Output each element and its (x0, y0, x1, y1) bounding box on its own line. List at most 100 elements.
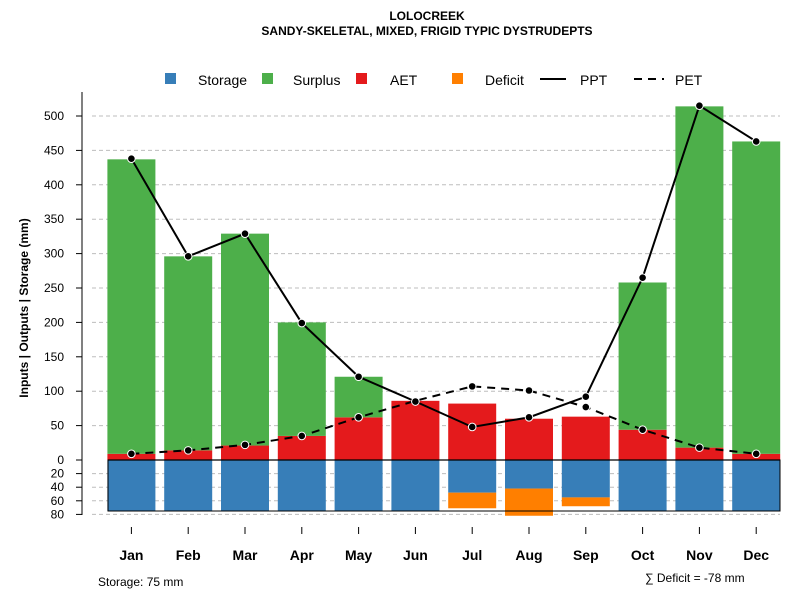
legend-swatch-surplus (262, 73, 273, 84)
legend-label-ppt: PPT (580, 72, 608, 88)
point-pet-nov (695, 443, 704, 452)
bar-storage-jan (107, 460, 156, 511)
point-ppt-aug (524, 413, 534, 422)
x-tick-label-jan: Jan (119, 547, 143, 563)
chart-subtitle: SANDY-SKELETAL, MIXED, FRIGID TYPIC DYST… (261, 24, 592, 38)
y-tick-label: 200 (44, 315, 64, 329)
point-ppt-apr (297, 318, 307, 328)
legend-label-surplus: Surplus (293, 72, 340, 88)
point-ppt-jul (467, 422, 477, 432)
bar-surplus-dec (732, 141, 781, 454)
bar-aet-mar (221, 445, 269, 460)
bar-deficit-jul (448, 492, 497, 509)
bars (107, 106, 781, 516)
bar-surplus-nov (675, 106, 724, 448)
bar-aet-aug (505, 418, 553, 460)
bar-surplus-jan (107, 159, 156, 454)
storage-tick-label: 20 (51, 467, 65, 481)
x-tick-label-mar: Mar (233, 547, 258, 563)
point-pet-apr (297, 431, 307, 441)
bar-surplus-feb (164, 256, 213, 451)
bar-aet-jul (448, 403, 497, 460)
bar-aet-may (334, 417, 383, 460)
y-tick-label: 100 (44, 384, 64, 398)
bar-storage-dec (732, 460, 781, 511)
point-pet-jan (127, 449, 136, 459)
y-tick-label: 450 (44, 143, 64, 157)
line-ppt (130, 104, 757, 429)
y-tick-label: 500 (44, 109, 64, 123)
bar-storage-may (334, 460, 383, 511)
legend-swatch-aet (356, 73, 367, 84)
bar-storage-feb (164, 460, 213, 511)
bar-surplus-mar (221, 233, 269, 446)
x-tick-label-sep: Sep (573, 547, 599, 563)
bar-storage-apr (277, 460, 326, 511)
bar-surplus-oct (618, 282, 667, 430)
x-tick-label-apr: Apr (290, 547, 315, 563)
legend-swatch-storage (165, 73, 176, 84)
x-tick-label-may: May (345, 547, 372, 563)
storage-tick-label: 60 (51, 494, 65, 508)
y-tick-label: 300 (44, 247, 64, 261)
lines (127, 101, 761, 459)
bar-storage-mar (221, 460, 269, 511)
point-pet-aug (524, 386, 534, 395)
legend-label-storage: Storage (198, 72, 247, 88)
x-tick-label-jun: Jun (403, 547, 428, 563)
bar-storage-sep (561, 460, 610, 498)
point-ppt-may (354, 372, 363, 382)
bar-storage-jul (448, 460, 497, 493)
point-pet-sep (581, 402, 591, 412)
point-ppt-nov (695, 101, 704, 110)
point-ppt-dec (751, 137, 761, 146)
point-pet-oct (638, 425, 647, 435)
bar-deficit-aug (505, 488, 553, 516)
y-tick-label: 250 (44, 281, 64, 295)
storage-note: Storage: 75 mm (98, 575, 183, 589)
point-ppt-mar (240, 229, 250, 238)
bar-surplus-apr (277, 322, 326, 436)
point-ppt-jan (127, 154, 136, 163)
deficit-note: ∑ Deficit = -78 mm (645, 571, 745, 585)
y-tick-label: 150 (44, 350, 64, 364)
bar-aet-nov (675, 447, 724, 460)
y-tick-label: 50 (51, 419, 65, 433)
legend-label-pet: PET (675, 72, 703, 88)
bar-aet-oct (618, 429, 667, 460)
chart-title: LOLOCREEK (389, 9, 465, 23)
y-tick-label: 400 (44, 178, 64, 192)
x-tick-label-feb: Feb (176, 547, 201, 563)
legend: Storage Surplus AET Deficit PPT PET (165, 72, 703, 88)
bar-storage-aug (505, 460, 553, 489)
point-pet-feb (183, 446, 193, 455)
bar-storage-jun (391, 460, 440, 511)
bar-aet-sep (561, 416, 610, 460)
legend-label-aet: AET (390, 72, 418, 88)
point-ppt-jun (411, 397, 420, 406)
storage-tick-label: 40 (51, 480, 65, 494)
y-tick-label: 0 (57, 453, 64, 467)
point-pet-may (354, 413, 363, 422)
point-ppt-oct (638, 273, 647, 282)
bar-storage-oct (618, 460, 667, 511)
legend-label-deficit: Deficit (485, 72, 524, 88)
y-tick-label: 350 (44, 212, 64, 226)
bar-storage-nov (675, 460, 724, 511)
legend-swatch-deficit (452, 73, 463, 84)
bar-aet-jun (391, 400, 440, 460)
x-tick-label-oct: Oct (631, 547, 655, 563)
point-pet-mar (240, 440, 250, 450)
line-pet (131, 385, 757, 455)
point-pet-jul (467, 382, 477, 391)
bar-surplus-may (334, 376, 383, 418)
storage-tick-label: 80 (51, 507, 65, 521)
point-ppt-feb (183, 252, 193, 261)
bar-aet-feb (164, 450, 213, 460)
x-tick-label-jul: Jul (462, 547, 482, 563)
x-tick-label-nov: Nov (686, 547, 713, 563)
y-axis-label: Inputs | Outputs | Storage (mm) (17, 218, 31, 397)
x-tick-label-aug: Aug (515, 547, 542, 563)
